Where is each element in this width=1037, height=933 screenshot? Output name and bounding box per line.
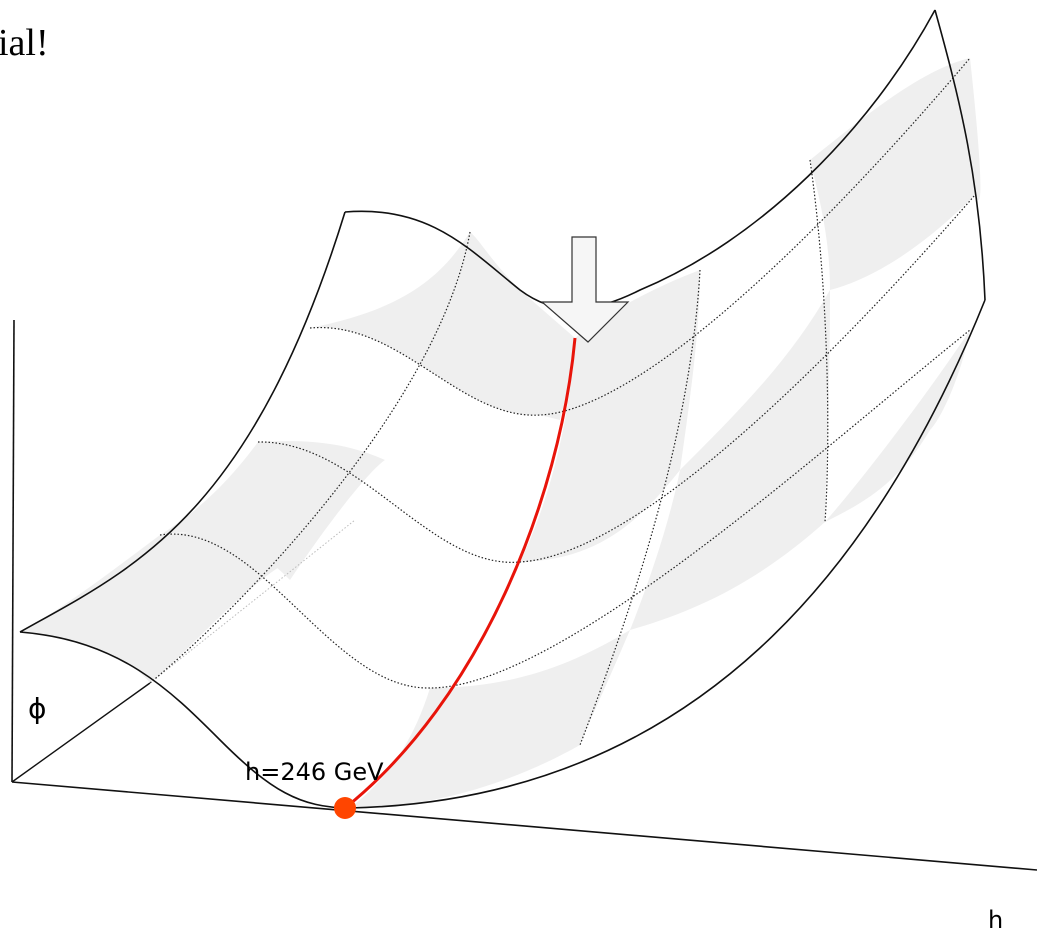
y-axis bbox=[12, 320, 14, 782]
minimum-point bbox=[334, 797, 356, 819]
title: ial! bbox=[0, 22, 49, 64]
page: ial! ϕ h=246 GeV h (() => { const data =… bbox=[0, 0, 1037, 933]
marker-label: h=246 GeV bbox=[245, 758, 384, 786]
x-axis bbox=[12, 782, 1037, 870]
potential-diagram: ial! ϕ h=246 GeV h bbox=[0, 0, 1037, 933]
x-axis-label: h bbox=[988, 906, 1003, 933]
y-axis-label: ϕ bbox=[28, 692, 46, 725]
